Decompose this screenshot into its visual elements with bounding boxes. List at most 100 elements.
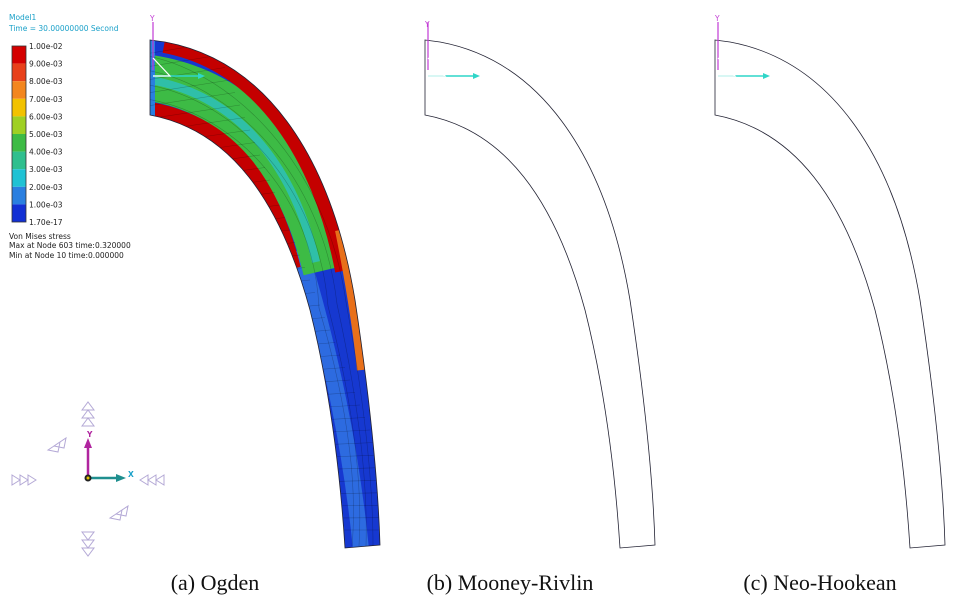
mesh-line xyxy=(390,80,505,98)
mesh-line xyxy=(730,180,835,194)
mesh-line xyxy=(811,343,900,351)
mesh-line xyxy=(774,268,870,279)
legend-label: 5.00e-03 xyxy=(29,130,63,139)
mesh-line xyxy=(571,443,650,447)
mesh-line xyxy=(705,130,815,146)
mesh-line xyxy=(528,355,616,362)
beam-model: Y xyxy=(90,14,410,560)
mesh-line xyxy=(203,255,301,266)
outer-red xyxy=(440,40,623,270)
mesh-line xyxy=(490,280,585,290)
mesh-line xyxy=(818,355,906,362)
legend-swatch xyxy=(12,169,26,187)
max-info: Max at Node 603 time:0.320000 xyxy=(9,241,131,250)
mesh-line xyxy=(743,205,846,218)
figure: Model1 Time = 30.00000000 Second 1.00e-0… xyxy=(0,0,961,598)
mesh-line xyxy=(590,480,665,482)
beam-fill xyxy=(90,30,410,560)
caption: (a) Ogden xyxy=(171,570,260,595)
mesh-line xyxy=(421,143,530,159)
quantity-label: Von Mises stress xyxy=(9,232,71,241)
mesh-line xyxy=(425,56,648,546)
local-x-head xyxy=(473,73,480,79)
mesh-line xyxy=(425,71,641,546)
beam-model: Y xyxy=(365,20,685,560)
mesh-line xyxy=(171,193,275,207)
legend-swatch xyxy=(12,187,26,205)
mesh-line xyxy=(699,118,810,135)
legend-swatch xyxy=(12,134,26,152)
mesh-line xyxy=(718,155,826,170)
mesh-line xyxy=(596,493,670,495)
inner-red xyxy=(715,115,853,270)
legend-swatch xyxy=(12,204,26,222)
outer-red xyxy=(730,40,913,270)
mesh-line xyxy=(509,318,600,327)
mesh-line xyxy=(893,505,961,506)
mesh-line xyxy=(736,193,840,207)
mesh-line xyxy=(215,280,310,290)
axis-triad: Y X xyxy=(84,430,134,482)
mesh-line xyxy=(880,480,955,482)
mid-band xyxy=(575,250,637,560)
panels: YYY xyxy=(90,14,961,560)
mesh-line xyxy=(668,55,786,74)
mesh-line xyxy=(178,205,281,218)
mesh-line xyxy=(761,243,860,255)
legend-label: 1.00e-02 xyxy=(29,42,63,51)
mesh-line xyxy=(755,230,855,242)
mesh-line xyxy=(661,43,780,63)
model-name: Model1 xyxy=(9,13,37,22)
legend-label: 9.00e-03 xyxy=(29,60,63,69)
mesh-line xyxy=(165,180,270,194)
mesh-line xyxy=(396,93,510,111)
triad-y-label: Y xyxy=(86,430,93,439)
mesh-line xyxy=(886,493,960,495)
mesh-line xyxy=(196,243,295,255)
mesh-line xyxy=(715,85,925,546)
caption: (c) Neo-Hookean xyxy=(743,570,896,595)
local-x-head xyxy=(763,73,770,79)
mesh-line xyxy=(578,455,656,458)
mesh-line xyxy=(415,130,525,146)
mesh-line xyxy=(503,305,596,314)
mid-band xyxy=(865,250,927,560)
mesh-line xyxy=(830,380,915,386)
axis-label: Y xyxy=(149,14,155,23)
outer-orange xyxy=(615,230,637,370)
color-legend: 1.00e-029.00e-038.00e-037.00e-036.00e-03… xyxy=(12,42,63,227)
mesh-line xyxy=(403,105,516,122)
mesh-line xyxy=(371,43,490,63)
mesh-line xyxy=(603,505,676,506)
mesh-line xyxy=(478,255,576,266)
mesh-line xyxy=(715,100,919,546)
axis-label: Y xyxy=(424,20,430,29)
mesh-line xyxy=(799,318,890,327)
mesh-line xyxy=(855,430,935,434)
mesh-line xyxy=(715,56,938,546)
mesh-line xyxy=(849,418,930,423)
legend-swatch xyxy=(12,99,26,117)
axis-label: Y xyxy=(714,14,720,23)
mesh-line xyxy=(209,268,305,279)
mesh-line xyxy=(228,305,321,314)
mesh-line xyxy=(793,305,886,314)
mesh-line xyxy=(693,105,806,122)
mesh-line xyxy=(780,280,875,290)
beam-model: Y xyxy=(655,14,961,560)
mesh-line xyxy=(484,268,580,279)
mesh-line xyxy=(584,468,660,471)
green-band xyxy=(715,78,891,270)
beam-fill xyxy=(655,30,961,560)
mesh-line xyxy=(540,380,625,386)
legend-swatch xyxy=(12,81,26,99)
legend-label: 8.00e-03 xyxy=(29,77,63,86)
mesh-line xyxy=(861,443,940,447)
caption: (b) Mooney-Rivlin xyxy=(427,570,594,595)
beam-base xyxy=(715,40,945,548)
mesh-line xyxy=(836,393,920,399)
legend-label: 6.00e-03 xyxy=(29,112,63,121)
local-triangle xyxy=(428,58,445,76)
mesh-line xyxy=(409,118,520,135)
mesh-line xyxy=(425,100,629,546)
